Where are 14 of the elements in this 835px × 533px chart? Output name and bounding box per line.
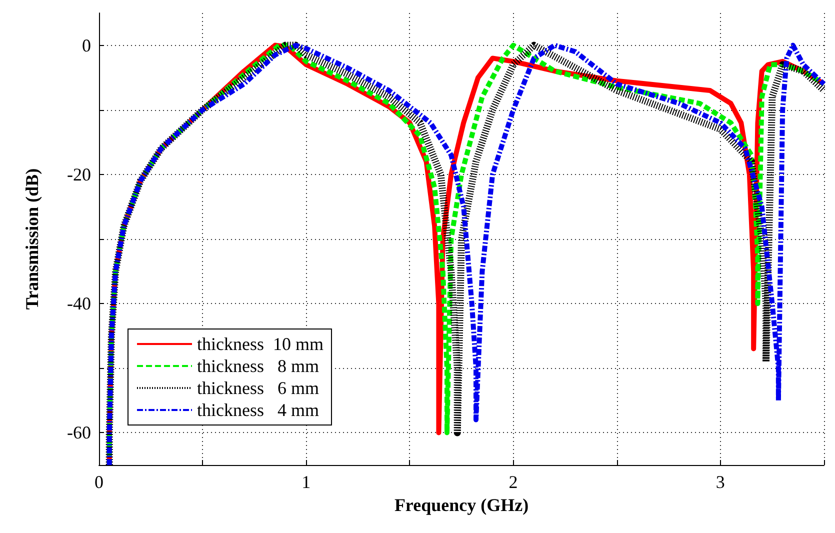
y-tick-label: -60 [67, 422, 91, 443]
legend-label: thickness 4 mm [197, 400, 319, 420]
legend-label: thickness 10 mm [197, 334, 324, 354]
x-tick-label: 0 [94, 472, 104, 492]
x-tick-label: 1 [302, 472, 311, 492]
y-axis-title: Transmission (dB) [22, 168, 42, 310]
y-tick-label: -40 [67, 294, 91, 314]
x-axis-title: Frequency (GHz) [394, 494, 529, 515]
y-tick-label: 0 [82, 35, 91, 56]
legend-label: thickness 8 mm [197, 356, 319, 376]
x-tick-label: 3 [716, 472, 725, 492]
y-tick-label: -20 [67, 164, 91, 184]
legend-label: thickness 6 mm [197, 378, 319, 398]
x-tick-label: 2 [508, 472, 518, 492]
